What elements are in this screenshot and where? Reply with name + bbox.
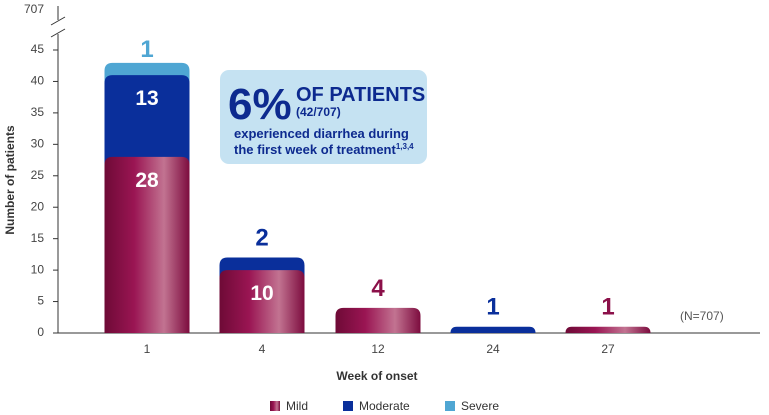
x-tick-label: 24 — [486, 342, 500, 356]
data-label-mild-week-1: 28 — [135, 169, 159, 192]
legend-label-moderate: Moderate — [359, 399, 410, 413]
y-axis-title: Number of patients — [3, 125, 17, 235]
legend-label-severe: Severe — [461, 399, 499, 413]
y-tick-label: 45 — [31, 42, 45, 56]
y-tick-label: 25 — [31, 168, 45, 182]
legend-swatch-severe — [445, 401, 455, 411]
bar-mild-week-4 — [219, 270, 305, 333]
callout-percent: 6% — [228, 80, 292, 129]
legend-label-mild: Mild — [286, 399, 308, 413]
y-tick-label: 0 — [37, 325, 44, 339]
data-label-severe-week-1: 1 — [140, 36, 153, 63]
data-label-moderate-week-1: 13 — [135, 87, 158, 110]
x-tick-label: 4 — [259, 342, 266, 356]
bar-mild-week-1 — [104, 156, 190, 333]
axis-break-mark-bottom — [50, 28, 66, 38]
callout-line-1: experienced diarrhea during — [234, 126, 409, 141]
callout-fraction: (42/707) — [296, 105, 341, 119]
summary-callout: 6% OF PATIENTS (42/707) experienced diar… — [220, 70, 427, 164]
axis-break-tick-label: 707 — [24, 2, 44, 16]
bar-moderate-week-24 — [450, 326, 536, 333]
data-label-mild-week-27: 1 — [601, 294, 614, 321]
y-tick-label: 40 — [31, 74, 45, 88]
y-tick-label: 15 — [31, 231, 45, 245]
x-tick-label: 1 — [144, 342, 151, 356]
axis-break-mark-top — [50, 16, 66, 26]
callout-box — [220, 70, 427, 164]
x-tick-label: 27 — [601, 342, 615, 356]
legend: Mild Moderate Severe — [270, 399, 499, 413]
y-tick-label: 10 — [31, 262, 45, 276]
y-tick-label: 35 — [31, 105, 45, 119]
data-label-moderate-week-24: 1 — [486, 294, 499, 321]
n-label: (N=707) — [680, 309, 724, 323]
callout-line-2-text: the first week of treatment — [234, 142, 396, 157]
bar-mild-week-12 — [335, 307, 421, 333]
bar-mild-week-27 — [565, 326, 651, 333]
x-axis-title: Week of onset — [336, 369, 417, 383]
y-tick-label: 20 — [31, 199, 45, 213]
x-tick-label: 12 — [371, 342, 385, 356]
data-label-mild-week-4: 10 — [250, 282, 273, 305]
y-tick-label: 30 — [31, 137, 45, 151]
data-label-moderate-week-4: 2 — [255, 225, 268, 252]
callout-line-2: the first week of treatment1,3,4 — [234, 142, 414, 157]
callout-headline: OF PATIENTS — [296, 84, 425, 106]
callout-superscript: 1,3,4 — [396, 142, 414, 151]
y-axis: 707 0 5 10 15 20 25 30 35 40 45 — [24, 2, 66, 339]
data-label-mild-week-12: 4 — [371, 275, 385, 302]
legend-swatch-moderate — [343, 401, 353, 411]
legend-swatch-mild — [270, 401, 280, 411]
y-tick-label: 5 — [37, 294, 44, 308]
